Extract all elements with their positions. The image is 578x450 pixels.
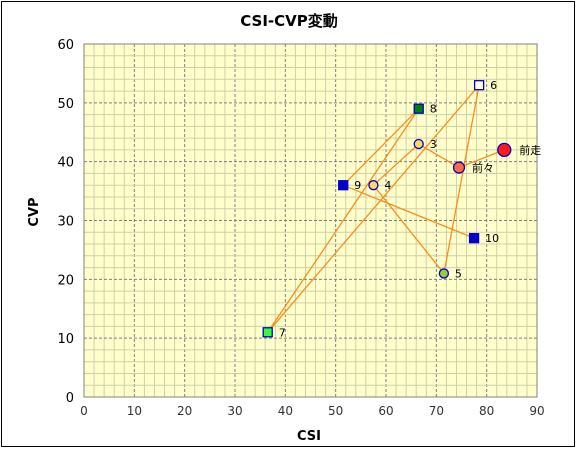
y-tick-label: 40 — [57, 156, 74, 171]
point-label: 6 — [490, 79, 497, 92]
y-tick-label: 30 — [57, 215, 74, 230]
chart-title: CSI-CVP変動 — [240, 12, 338, 30]
marker-point — [338, 180, 349, 191]
connecting-line-segment — [342, 184, 475, 239]
y-tick-labels: 0 10 20 30 40 50 60 — [57, 38, 74, 406]
point-label: 4 — [384, 179, 391, 192]
y-tick-label: 50 — [57, 97, 74, 112]
x-tick-label: 0 — [80, 404, 88, 418]
y-tick-label: 10 — [57, 332, 74, 347]
x-tick-label: 90 — [529, 404, 544, 418]
plot-border — [83, 43, 538, 398]
point-label: 9 — [354, 179, 361, 192]
connecting-lines — [267, 84, 505, 333]
y-tick-label: 60 — [57, 38, 74, 53]
x-tick-label: 60 — [378, 404, 393, 418]
connecting-line-segment — [372, 143, 420, 186]
point-label: 10 — [485, 232, 499, 245]
y-tick-label: 0 — [66, 391, 74, 406]
y-axis-label: CVP — [27, 197, 42, 226]
x-tick-label: 50 — [328, 404, 343, 418]
point-label: 8 — [430, 103, 437, 116]
point-label: 3 — [430, 138, 437, 151]
connecting-line-segment — [443, 85, 480, 274]
marker-point — [368, 180, 379, 191]
marker-point — [473, 80, 485, 91]
x-tick-label: 10 — [127, 404, 142, 418]
x-tick-labels: 0 10 20 30 40 50 60 70 80 90 — [80, 404, 544, 418]
x-tick-label: 40 — [278, 404, 293, 418]
data-markers — [262, 80, 512, 338]
point-label: 7 — [279, 326, 286, 339]
marker-point — [497, 142, 512, 158]
marker-point — [452, 161, 466, 174]
point-label: 5 — [455, 267, 462, 280]
connecting-line-segment — [372, 184, 445, 274]
y-tick-label: 20 — [57, 273, 74, 288]
marker-point — [413, 103, 424, 114]
marker-point — [468, 232, 480, 244]
connecting-line-segment — [342, 108, 420, 186]
x-axis-label: CSI — [297, 429, 321, 444]
marker-point — [413, 138, 424, 150]
connecting-line-segment — [458, 149, 505, 169]
connecting-line-segment — [267, 84, 480, 333]
point-label: 前走 — [519, 143, 541, 157]
marker-point — [262, 327, 273, 338]
point-label: 前々 — [472, 161, 494, 175]
connecting-line-segment — [267, 108, 420, 333]
grid — [83, 43, 538, 398]
marker-point — [438, 268, 450, 279]
x-tick-label: 20 — [177, 404, 192, 418]
x-tick-label: 70 — [429, 404, 444, 418]
x-tick-label: 80 — [479, 404, 494, 418]
x-tick-label: 30 — [227, 404, 242, 418]
